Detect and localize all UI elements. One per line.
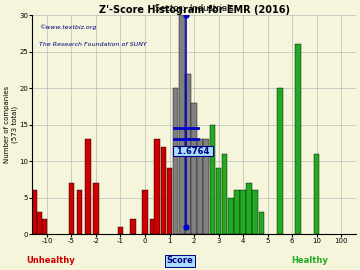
- Bar: [77, 190, 82, 234]
- Bar: [222, 154, 228, 234]
- Bar: [69, 183, 74, 234]
- Bar: [203, 139, 209, 234]
- Bar: [118, 227, 123, 234]
- Y-axis label: Number of companies
(573 total): Number of companies (573 total): [4, 86, 18, 163]
- Bar: [154, 139, 160, 234]
- Bar: [185, 74, 191, 234]
- Title: Z'-Score Histogram for EMR (2016): Z'-Score Histogram for EMR (2016): [99, 5, 289, 15]
- Bar: [197, 139, 203, 234]
- Bar: [179, 15, 185, 234]
- Bar: [149, 220, 155, 234]
- Text: Score: Score: [167, 256, 193, 265]
- Bar: [277, 88, 283, 234]
- Bar: [191, 103, 197, 234]
- Bar: [85, 139, 91, 234]
- Bar: [142, 190, 148, 234]
- Bar: [240, 190, 246, 234]
- Text: Healthy: Healthy: [291, 256, 328, 265]
- Bar: [161, 147, 166, 234]
- Bar: [228, 198, 234, 234]
- Text: 1.6764: 1.6764: [174, 147, 212, 156]
- Bar: [130, 220, 136, 234]
- Text: The Research Foundation of SUNY: The Research Foundation of SUNY: [39, 42, 147, 46]
- Bar: [32, 190, 37, 234]
- Bar: [37, 212, 42, 234]
- Bar: [296, 45, 301, 234]
- Bar: [314, 154, 319, 234]
- Bar: [258, 212, 264, 234]
- Bar: [173, 88, 179, 234]
- Bar: [210, 125, 215, 234]
- Bar: [167, 168, 172, 234]
- Text: Sector:  Industrials: Sector: Industrials: [154, 4, 234, 13]
- Bar: [42, 220, 47, 234]
- Bar: [252, 190, 258, 234]
- Bar: [246, 183, 252, 234]
- Bar: [234, 190, 240, 234]
- Text: ©www.textbiz.org: ©www.textbiz.org: [39, 24, 96, 30]
- Text: Unhealthy: Unhealthy: [26, 256, 75, 265]
- Bar: [216, 168, 221, 234]
- Bar: [93, 183, 99, 234]
